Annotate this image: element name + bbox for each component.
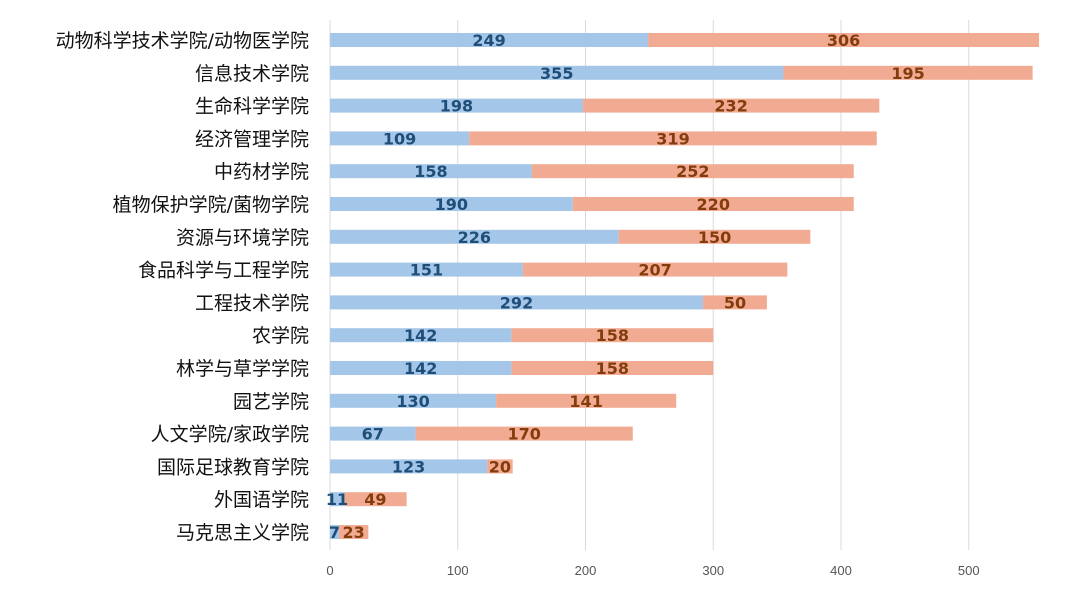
bar-segment-series-1 [330, 33, 649, 47]
value-label-series-2: 158 [596, 326, 629, 345]
value-label-series-1: 142 [404, 359, 437, 378]
x-tick-label: 0 [326, 563, 333, 578]
bar-segment-series-2 [511, 328, 714, 343]
value-label-series-2: 232 [714, 97, 747, 116]
category-label: 外国语学院 [214, 489, 309, 511]
bar-segment-series-1 [330, 98, 583, 113]
bar-segment-series-1 [330, 525, 339, 539]
bar-segment-series-2 [338, 525, 369, 539]
value-label-series-2: 158 [596, 359, 629, 378]
value-label-series-1: 226 [458, 228, 491, 247]
bar-segment-series-2 [648, 33, 1040, 47]
value-label-series-2: 50 [724, 293, 746, 312]
value-label-series-2: 207 [638, 261, 671, 280]
category-label: 园艺学院 [233, 391, 309, 413]
bar-segment-series-1 [330, 197, 573, 211]
value-label-series-1: 7 [329, 523, 340, 542]
x-tick-label: 400 [830, 563, 852, 578]
category-label: 人文学院/家政学院 [151, 424, 309, 446]
category-label: 国际足球教育学院 [157, 456, 309, 478]
x-axis-tick-labels: 0 100 200 300 400 500 [326, 563, 979, 578]
category-label: 动物科学技术学院/动物医学院 [56, 30, 309, 52]
bar-segment-series-1 [330, 492, 345, 507]
category-label: 资源与环境学院 [176, 227, 309, 249]
value-label-series-1: 292 [500, 293, 533, 312]
bars [330, 33, 1040, 539]
x-tick-label: 300 [702, 563, 724, 578]
value-label-series-2: 150 [698, 228, 731, 247]
value-label-series-2: 252 [676, 162, 709, 181]
bar-segment-series-2 [783, 65, 1033, 80]
category-label: 植物保护学院/菌物学院 [113, 194, 309, 216]
value-label-series-1: 355 [540, 64, 573, 83]
bar-segment-series-1 [330, 262, 523, 277]
bar-segment-series-2 [618, 229, 811, 244]
bar-segment-series-2 [582, 98, 880, 113]
bar-segment-series-2 [415, 426, 633, 441]
category-label: 信息技术学院 [195, 63, 309, 85]
value-label-series-2: 220 [697, 195, 730, 214]
bar-segment-series-2 [487, 459, 513, 474]
category-label: 马克思主义学院 [176, 522, 309, 544]
bar-segment-series-2 [522, 262, 788, 277]
value-label-series-2: 23 [343, 523, 365, 542]
value-label-series-2: 319 [656, 129, 689, 148]
value-label-series-2: 141 [569, 392, 602, 411]
x-tick-label: 200 [575, 563, 597, 578]
value-label-series-2: 306 [827, 31, 860, 50]
bar-segment-series-2 [469, 131, 877, 146]
x-tick-label: 500 [958, 563, 980, 578]
value-label-series-1: 158 [414, 162, 447, 181]
category-labels: 动物科学技术学院/动物医学院信息技术学院生命科学学院经济管理学院中药材学院植物保… [56, 30, 309, 544]
bar-segment-series-1 [330, 459, 488, 474]
bar-segment-series-1 [330, 164, 532, 179]
bar-segment-series-2 [703, 295, 767, 310]
category-label: 林学与草学学院 [176, 358, 309, 380]
category-label: 食品科学与工程学院 [138, 260, 309, 282]
bar-segment-series-2 [511, 361, 714, 375]
category-label: 工程技术学院 [195, 292, 309, 314]
bar-segment-series-2 [344, 492, 407, 507]
bar-segment-series-2 [496, 393, 677, 408]
bar-segment-series-2 [572, 197, 854, 211]
x-tick-label: 100 [447, 563, 469, 578]
value-label-series-2: 195 [891, 64, 924, 83]
category-label: 农学院 [252, 325, 309, 347]
value-label-series-1: 190 [435, 195, 468, 214]
value-label-series-1: 249 [472, 31, 505, 50]
value-label-series-1: 198 [440, 97, 473, 116]
value-label-series-1: 11 [326, 490, 348, 509]
value-label-series-1: 130 [396, 392, 429, 411]
bar-segment-series-1 [330, 65, 784, 80]
bar-segment-series-1 [330, 295, 704, 310]
category-label: 中药材学院 [214, 161, 309, 183]
value-label-series-1: 67 [362, 425, 384, 444]
bar-segment-series-1 [330, 131, 470, 146]
bar-segment-series-1 [330, 328, 512, 343]
value-label-series-1: 142 [404, 326, 437, 345]
bar-segment-series-1 [330, 361, 512, 375]
bar-segment-series-1 [330, 426, 416, 441]
value-label-series-1: 151 [410, 261, 443, 280]
value-labels: 249 306 355 195 198 232 109 319 158 252 190 220 226 1… [326, 31, 925, 542]
category-label: 经济管理学院 [195, 128, 309, 150]
value-label-series-2: 170 [507, 425, 540, 444]
bar-segment-series-1 [330, 393, 497, 408]
value-label-series-1: 109 [383, 129, 416, 148]
bar-segment-series-1 [330, 229, 619, 244]
value-label-series-1: 123 [392, 457, 425, 476]
category-label: 生命科学学院 [195, 96, 309, 118]
value-label-series-2: 20 [489, 457, 511, 476]
bar-segment-series-2 [531, 164, 854, 179]
value-label-series-2: 49 [364, 490, 386, 509]
